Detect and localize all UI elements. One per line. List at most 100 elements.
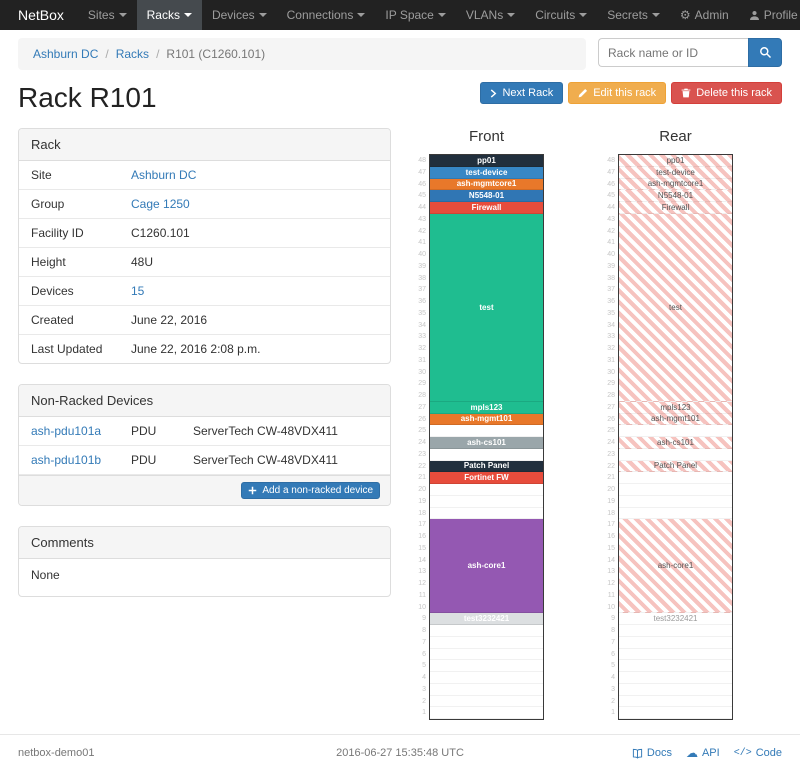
- unit-number: 30: [418, 368, 426, 376]
- unit-number: 24: [418, 439, 426, 446]
- unit-number: 23: [607, 450, 615, 458]
- unit-number: 31: [607, 356, 615, 364]
- rack-attr-label: Group: [31, 197, 65, 211]
- unit-number: 48: [607, 157, 615, 164]
- rack-unit-front-ash-mgmt101[interactable]: ash-mgmt101: [430, 413, 543, 426]
- rack-attr-link[interactable]: 15: [131, 284, 145, 298]
- rack-unit-rear-pp01[interactable]: pp01: [619, 155, 732, 167]
- nav-item-secrets[interactable]: Secrets: [597, 0, 670, 30]
- rear-elevation-title: Rear: [659, 128, 692, 145]
- rack-attr-row: Height 48U: [19, 248, 390, 277]
- caret-down-icon: [357, 13, 366, 17]
- rack-attr-label: Last Updated: [31, 342, 103, 356]
- caret-down-icon: [118, 13, 127, 17]
- unit-number: 32: [607, 345, 615, 352]
- comments-panel-title: Comments: [19, 527, 390, 559]
- device-link[interactable]: ash-pdu101a: [31, 424, 102, 438]
- rack-attr-link[interactable]: Cage 1250: [131, 197, 190, 211]
- rack-unit-rear-ash-core1[interactable]: ash-core1: [619, 519, 732, 614]
- unit-number: 41: [418, 239, 426, 247]
- unit-number: 11: [607, 591, 615, 599]
- unit-number: 8: [422, 627, 426, 634]
- nav-item-racks[interactable]: Racks: [136, 0, 202, 30]
- non-racked-footer: Add a non-racked device: [19, 475, 390, 505]
- device-type-cell: PDU: [131, 424, 157, 438]
- search-button[interactable]: [748, 38, 782, 67]
- rack-unit-front-ash-mgmtcore1[interactable]: ash-mgmtcore1: [430, 178, 543, 191]
- nav-item-connections[interactable]: Connections: [277, 0, 376, 30]
- rack-attr-value: C1260.101: [131, 226, 190, 240]
- unit-number: 37: [607, 286, 615, 294]
- rack-unit-rear-test-device[interactable]: test-device: [619, 166, 732, 179]
- rack-unit-rear-test[interactable]: test: [619, 213, 732, 402]
- rack-unit-rear-ash-mgmtcore1[interactable]: ash-mgmtcore1: [619, 178, 732, 191]
- breadcrumb-link[interactable]: Ashburn DC: [33, 47, 99, 61]
- rack-unit-front-ash-core1[interactable]: ash-core1: [430, 519, 543, 614]
- unit-number: 25: [607, 427, 615, 435]
- edit-rack-button[interactable]: Edit this rack: [568, 82, 667, 104]
- rack-unit-front-firewall[interactable]: Firewall: [430, 202, 543, 214]
- rack-unit-front-u2-empty: [430, 695, 543, 708]
- rack-unit-front-test-device[interactable]: test-device: [430, 166, 543, 179]
- footer-link-code[interactable]: </> Code: [734, 747, 782, 759]
- nav-item-ip-space[interactable]: IP Space: [375, 0, 455, 30]
- caret-down-icon: [437, 13, 446, 17]
- unit-number: 20: [418, 486, 426, 493]
- rack-unit-front-pp01[interactable]: pp01: [430, 155, 543, 167]
- unit-number: 44: [607, 204, 615, 211]
- rack-unit-front-u18-empty: [430, 507, 543, 520]
- next-rack-button[interactable]: Next Rack: [480, 82, 564, 104]
- caret-down-icon: [651, 13, 660, 17]
- breadcrumb-link[interactable]: Racks: [115, 47, 150, 61]
- non-racked-panel: Non-Racked Devices ash-pdu101a PDU ServerT…: [18, 384, 391, 506]
- unit-number: 41: [607, 239, 615, 247]
- rack-unit-rear-n5548-01[interactable]: N5548-01: [619, 190, 732, 202]
- rack-attr-label: Site: [31, 168, 52, 182]
- rack-unit-rear-patch-panel[interactable]: Patch Panel: [619, 460, 732, 473]
- rack-unit-rear-ash-mgmt101[interactable]: ash-mgmt101: [619, 413, 732, 426]
- rack-unit-rear-test3232421[interactable]: test3232421: [619, 613, 732, 625]
- nav-item-admin[interactable]: ⚙ Admin: [670, 0, 739, 30]
- rack-unit-front-ash-cs101[interactable]: ash-cs101: [430, 437, 543, 449]
- rack-unit-label: ash-mgmt101: [651, 414, 700, 424]
- rack-unit-front-fortinet-fw[interactable]: Fortinet FW: [430, 472, 543, 484]
- nav-item-sites[interactable]: Sites: [78, 0, 137, 30]
- footer-link-api[interactable]: ☁ API: [686, 747, 720, 759]
- cloud-icon: ☁: [685, 746, 698, 760]
- rack-unit-label: ash-cs101: [467, 437, 506, 447]
- rack-unit-label: ash-core1: [467, 561, 506, 571]
- rack-attr-row: Devices 15: [19, 277, 390, 306]
- device-link[interactable]: ash-pdu101b: [31, 453, 102, 467]
- unit-number: 9: [422, 615, 426, 623]
- plus-icon: [248, 486, 257, 495]
- nav-item-devices[interactable]: Devices: [202, 0, 277, 30]
- rack-unit-rear-firewall[interactable]: Firewall: [619, 202, 732, 214]
- rack-unit-front-patch-panel[interactable]: Patch Panel: [430, 460, 543, 473]
- nav-item-profile[interactable]: Profile: [739, 0, 800, 30]
- rack-unit-rear-ash-cs101[interactable]: ash-cs101: [619, 437, 732, 449]
- add-non-racked-device-button[interactable]: Add a non-racked device: [241, 482, 380, 499]
- rack-unit-front-mpls123[interactable]: mpls123: [430, 401, 543, 414]
- rack-panel-title: Rack: [19, 129, 390, 161]
- rack-unit-front-n5548-01[interactable]: N5548-01: [430, 190, 543, 202]
- rack-unit-front-test[interactable]: test: [430, 213, 543, 402]
- unit-number: 13: [607, 568, 615, 576]
- rack-attr-row: Facility ID C1260.101: [19, 219, 390, 248]
- rack-attr-link[interactable]: Ashburn DC: [131, 168, 197, 182]
- nav-item-circuits[interactable]: Circuits: [525, 0, 597, 30]
- unit-number: 12: [607, 580, 615, 587]
- delete-rack-label: Delete this rack: [696, 87, 772, 99]
- rack-unit-label: test: [669, 302, 682, 312]
- unit-number: 39: [607, 262, 615, 270]
- app-brand[interactable]: NetBox: [18, 7, 64, 23]
- nav-item-vlans[interactable]: VLANs: [456, 0, 525, 30]
- nav-item-label: Sites: [87, 8, 115, 22]
- rack-unit-rear-mpls123[interactable]: mpls123: [619, 401, 732, 414]
- rack-attr-value: Ashburn DC: [131, 161, 208, 189]
- rack-unit-front-test3232421[interactable]: test3232421: [430, 613, 543, 625]
- breadcrumb-separator: /: [105, 47, 109, 61]
- unit-number: 46: [418, 180, 426, 188]
- footer-link-docs[interactable]: Docs: [632, 747, 672, 759]
- delete-rack-button[interactable]: Delete this rack: [671, 82, 782, 104]
- search-input[interactable]: [598, 38, 748, 67]
